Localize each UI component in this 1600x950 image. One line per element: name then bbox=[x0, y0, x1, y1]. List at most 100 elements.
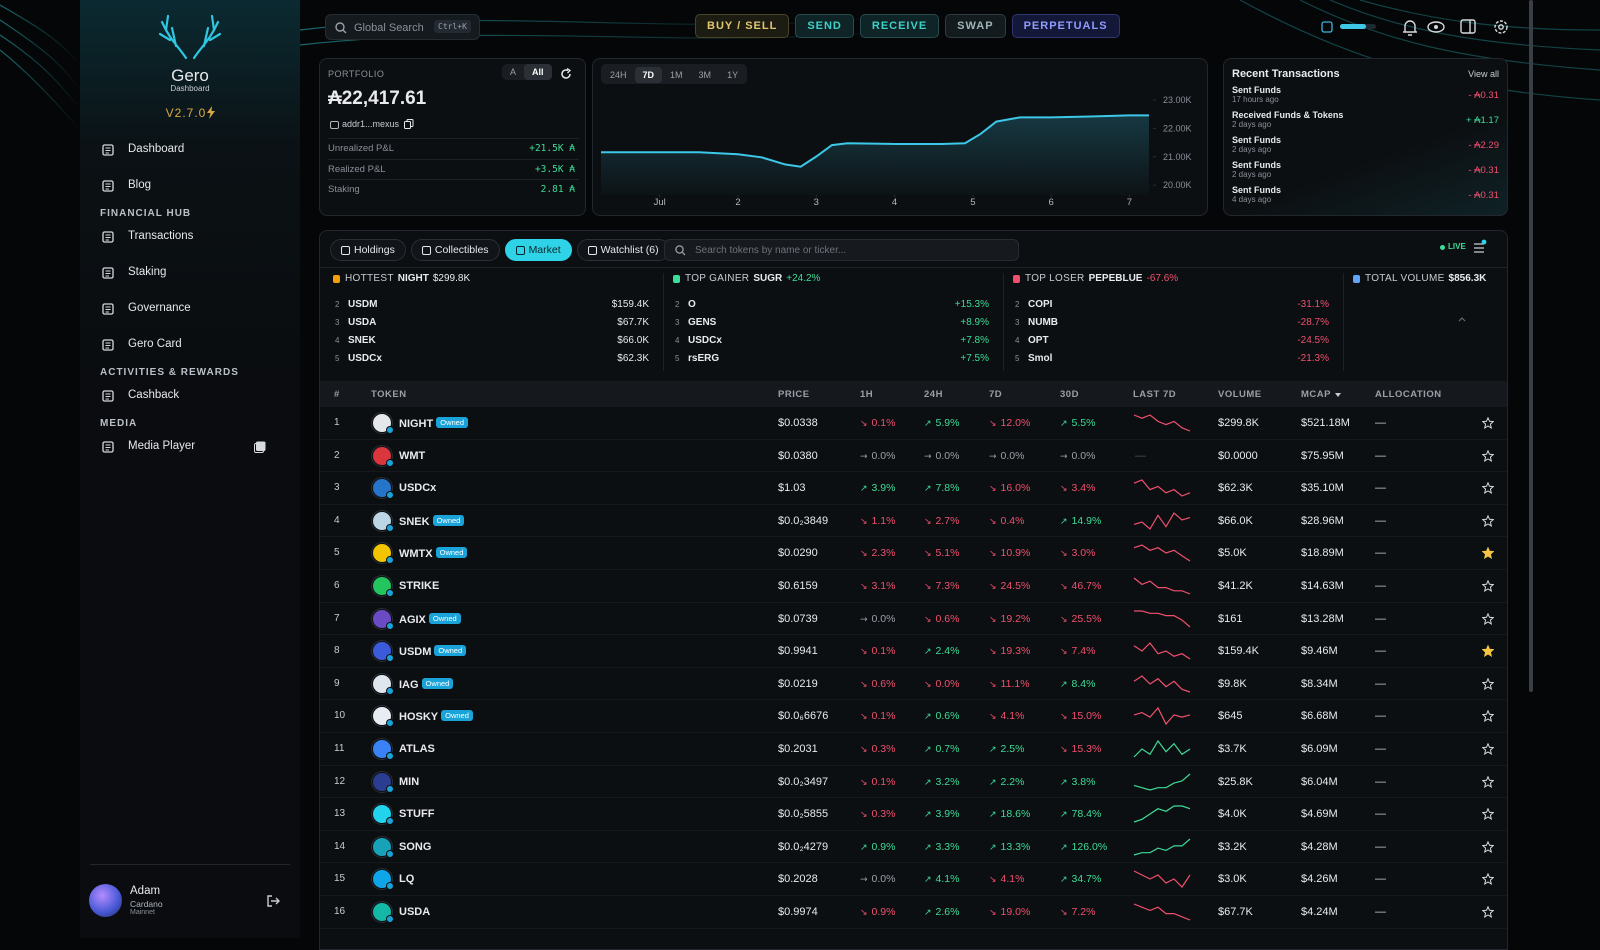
period-button[interactable]: 1Y bbox=[727, 70, 739, 80]
period-button[interactable]: 3M bbox=[698, 70, 712, 80]
period-button[interactable]: 24H bbox=[610, 70, 627, 80]
nav-item[interactable]: Dashboard bbox=[100, 142, 280, 158]
table-row[interactable]: 6 STRIKE $0.6159 3.1% 7.3% 24.5% 46.7% $41.2K $1… bbox=[320, 570, 1507, 603]
table-row[interactable]: 15 LQ $0.2028 0.0% 4.1% 4.1% 34.7% $3.0K $4.26M — bbox=[320, 863, 1507, 896]
allocation: — bbox=[1375, 645, 1386, 658]
column-header: TOKEN bbox=[371, 389, 407, 400]
column-header[interactable]: 7D bbox=[989, 389, 1003, 400]
avatar[interactable] bbox=[89, 884, 122, 917]
price: $0.2028 bbox=[778, 873, 818, 886]
star[interactable] bbox=[1482, 743, 1494, 755]
sparkline bbox=[1133, 479, 1191, 497]
star[interactable] bbox=[1482, 906, 1494, 918]
star[interactable] bbox=[1482, 514, 1494, 527]
copy-icon[interactable] bbox=[404, 119, 414, 129]
period-button[interactable]: 7D bbox=[634, 67, 663, 83]
star-shape bbox=[1482, 775, 1494, 788]
star[interactable] bbox=[1482, 580, 1494, 592]
stat-name: COPI bbox=[1028, 299, 1053, 310]
column-header[interactable]: PRICE bbox=[778, 389, 810, 400]
nav-item[interactable]: Governance bbox=[100, 301, 280, 317]
tab[interactable]: Market bbox=[504, 239, 572, 261]
table-row[interactable]: 3 USDCx $1.03 3.9% 7.8% 16.0% 3.4% $62.3K $35.10… bbox=[320, 472, 1507, 505]
star[interactable] bbox=[1482, 645, 1494, 658]
token-search[interactable]: Search tokens by name or ticker... bbox=[664, 239, 1019, 261]
user-network: Cardano bbox=[130, 899, 163, 909]
nav-item[interactable]: Gero Card bbox=[100, 337, 280, 353]
logo-subtitle: Dashboard bbox=[170, 84, 210, 93]
period-button[interactable]: 1M bbox=[670, 70, 683, 80]
nav-item[interactable]: Staking bbox=[100, 265, 280, 281]
table-row[interactable]: 13 STUFF $0.0₂5855 0.3% 3.9% 18.6% 78.4% $4.0K $… bbox=[320, 798, 1507, 831]
rank: 1 bbox=[334, 417, 340, 428]
column-header[interactable]: VOLUME bbox=[1218, 389, 1262, 400]
collapse-icon[interactable] bbox=[1458, 316, 1466, 322]
table-row[interactable]: 11 ATLAS $0.2031 0.3% 0.7% 2.5% 15.3% $3.7K $6.0… bbox=[320, 733, 1507, 766]
star[interactable] bbox=[1482, 547, 1494, 560]
stat-rank: 4 bbox=[335, 336, 340, 345]
y-tick-label: 22.00K bbox=[1163, 123, 1192, 133]
nav-item[interactable]: Blog bbox=[100, 178, 280, 194]
column-header[interactable]: 30D bbox=[1060, 389, 1079, 400]
stat-icon bbox=[333, 275, 340, 283]
column-header[interactable]: MCAP bbox=[1301, 389, 1331, 400]
toggle[interactable]: All bbox=[524, 64, 552, 80]
tab[interactable]: Watchlist (6) bbox=[576, 239, 670, 261]
action-button[interactable]: PERPETUALS bbox=[1011, 14, 1120, 38]
mcap: $28.96M bbox=[1301, 514, 1344, 527]
star[interactable] bbox=[1482, 840, 1494, 853]
column-header[interactable]: 1H bbox=[860, 389, 874, 400]
star[interactable] bbox=[1482, 417, 1494, 429]
view-all-link[interactable]: View all bbox=[1468, 69, 1499, 79]
action-button[interactable]: RECEIVE bbox=[859, 14, 940, 38]
star[interactable] bbox=[1482, 449, 1494, 462]
toggle[interactable]: A bbox=[510, 67, 517, 77]
nav-item[interactable]: Cashback bbox=[100, 388, 280, 404]
column-header[interactable]: LAST 7D bbox=[1133, 389, 1177, 400]
change: 2.4% bbox=[924, 645, 960, 657]
table-row[interactable]: 12 MIN $0.0₂3497 0.1% 3.2% 2.2% 3.8% $25.8K $6.0… bbox=[320, 766, 1507, 799]
y-tick-label: 23.00K bbox=[1163, 95, 1192, 105]
table-row[interactable]: 14 SONG $0.0₂4279 0.9% 3.3% 13.3% 126.0% $3.2K $… bbox=[320, 831, 1507, 864]
star[interactable] bbox=[1482, 873, 1494, 886]
stat-name: Smol bbox=[1028, 353, 1053, 364]
column-header[interactable]: 24H bbox=[924, 389, 943, 400]
nav-item[interactable]: Transactions bbox=[100, 229, 280, 245]
star[interactable] bbox=[1482, 808, 1494, 821]
change: 0.9% bbox=[860, 841, 896, 853]
star[interactable] bbox=[1482, 482, 1494, 495]
allocation: — bbox=[1375, 710, 1386, 723]
sparkline-path bbox=[1133, 511, 1191, 530]
star[interactable] bbox=[1482, 775, 1494, 788]
refresh-icon[interactable] bbox=[560, 68, 572, 80]
nav-item[interactable]: Media Player bbox=[100, 439, 280, 455]
global-search[interactable]: Global Search Ctrl+K bbox=[325, 14, 480, 40]
tab[interactable]: Collectibles bbox=[410, 239, 500, 261]
table-row[interactable]: 2 WMT $0.0380 0.0% 0.0% 0.0% 0.0% — $0.0000 $75.9… bbox=[320, 440, 1507, 473]
logout-icon[interactable] bbox=[266, 894, 280, 908]
action-button[interactable]: SEND bbox=[795, 14, 854, 38]
verified-badge bbox=[386, 686, 394, 695]
allocation: — bbox=[1375, 482, 1386, 495]
table-row[interactable]: 16 USDA $0.9974 0.9% 2.6% 19.0% 7.2% $67.7K $4.2… bbox=[320, 896, 1507, 929]
action-button[interactable]: SWAP bbox=[945, 14, 1006, 38]
sparkline bbox=[1133, 707, 1191, 726]
scrollbar[interactable] bbox=[1529, 0, 1533, 692]
mcap: $35.10M bbox=[1301, 482, 1344, 495]
star[interactable] bbox=[1482, 677, 1494, 690]
star[interactable] bbox=[1482, 612, 1494, 625]
bolt-icon bbox=[207, 106, 215, 119]
change: 3.3% bbox=[924, 841, 960, 853]
tab[interactable]: Holdings bbox=[330, 239, 406, 261]
action-button[interactable]: BUY / SELL bbox=[695, 14, 790, 38]
star[interactable] bbox=[1482, 710, 1494, 723]
column-header[interactable]: ALLOCATION bbox=[1375, 389, 1442, 400]
settings-icon[interactable] bbox=[1472, 239, 1488, 255]
